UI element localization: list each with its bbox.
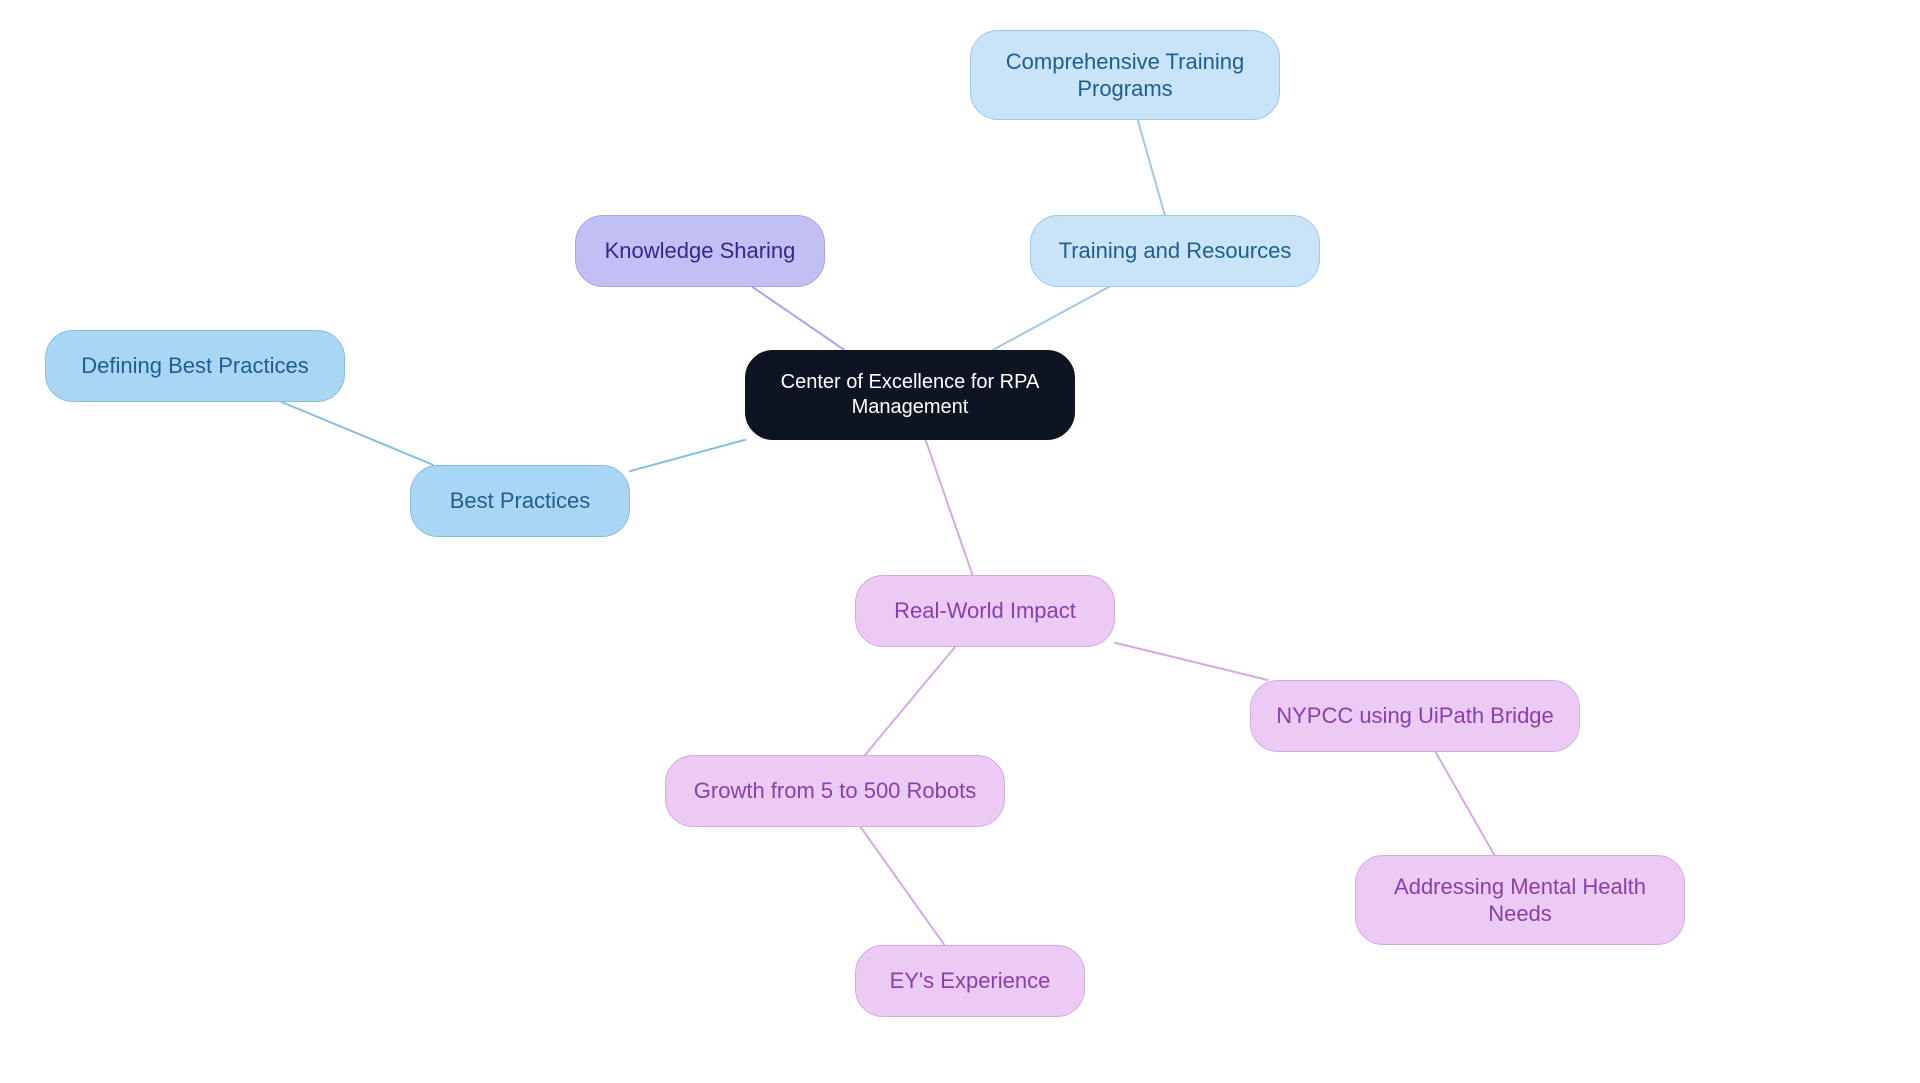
node-growth: Growth from 5 to 500 Robots bbox=[665, 755, 1005, 827]
node-label: NYPCC using UiPath Bridge bbox=[1276, 702, 1554, 730]
edge bbox=[861, 827, 945, 945]
edge bbox=[753, 287, 845, 350]
node-label: Real-World Impact bbox=[894, 597, 1076, 625]
edge bbox=[865, 647, 955, 755]
node-center: Center of Excellence for RPA Management bbox=[745, 350, 1075, 440]
node-label: Comprehensive Training Programs bbox=[989, 48, 1261, 103]
node-defining_bp: Defining Best Practices bbox=[45, 330, 345, 402]
node-label: Knowledge Sharing bbox=[605, 237, 796, 265]
node-label: Defining Best Practices bbox=[81, 352, 308, 380]
edge bbox=[1115, 643, 1268, 680]
edge bbox=[1138, 120, 1165, 215]
node-ey: EY's Experience bbox=[855, 945, 1085, 1017]
edge bbox=[993, 287, 1109, 350]
node-label: Training and Resources bbox=[1059, 237, 1292, 265]
node-real_world: Real-World Impact bbox=[855, 575, 1115, 647]
node-comp_training: Comprehensive Training Programs bbox=[970, 30, 1280, 120]
node-knowledge: Knowledge Sharing bbox=[575, 215, 825, 287]
node-best_practices: Best Practices bbox=[410, 465, 630, 537]
node-label: Addressing Mental Health Needs bbox=[1374, 873, 1666, 928]
node-mental_health: Addressing Mental Health Needs bbox=[1355, 855, 1685, 945]
edge bbox=[282, 402, 434, 465]
node-nypcc: NYPCC using UiPath Bridge bbox=[1250, 680, 1580, 752]
node-training: Training and Resources bbox=[1030, 215, 1320, 287]
node-label: Center of Excellence for RPA Management bbox=[764, 370, 1056, 420]
node-label: Best Practices bbox=[450, 487, 591, 515]
edge bbox=[630, 440, 745, 471]
edge bbox=[1436, 752, 1495, 855]
mindmap-canvas: Center of Excellence for RPA Management K… bbox=[0, 0, 1920, 1083]
node-label: Growth from 5 to 500 Robots bbox=[694, 777, 976, 805]
edge bbox=[926, 440, 973, 575]
node-label: EY's Experience bbox=[890, 967, 1051, 995]
